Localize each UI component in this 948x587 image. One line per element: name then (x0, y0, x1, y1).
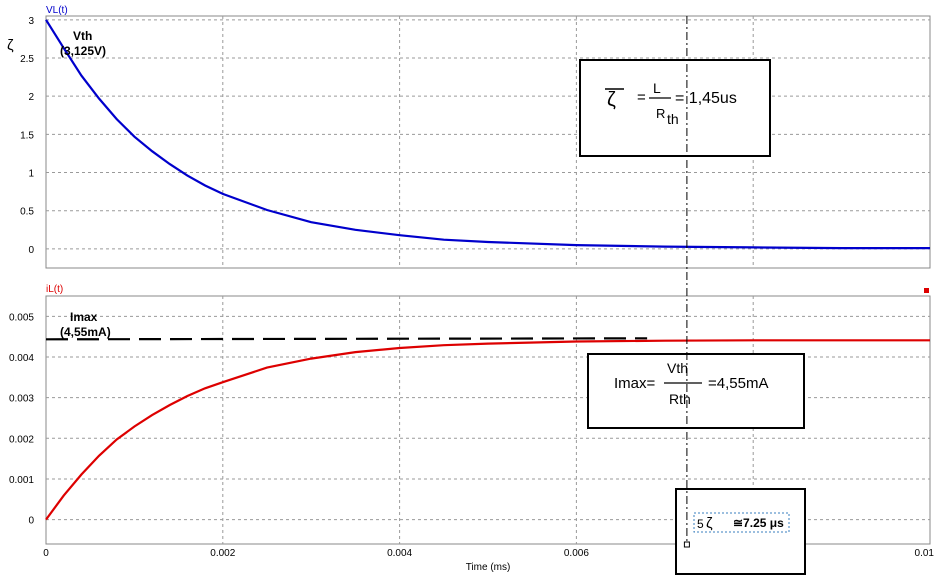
il-y-tick-label: 0.003 (9, 394, 34, 405)
x-tick-label: 0.006 (564, 548, 589, 559)
il-y-ticks: 0 0.001 0.002 0.003 0.004 0.005 (9, 312, 34, 526)
imax-formula-numerator: Vth (667, 360, 688, 376)
vl-series-line (45, 19, 930, 250)
five-tau-result: ≅7.25 μs (733, 516, 784, 530)
il-series-line (45, 339, 930, 521)
vl-y-tick-label: 2.5 (20, 54, 34, 65)
tau-denominator-sub: th (667, 111, 679, 127)
il-y-tick-label: 0.002 (9, 434, 34, 445)
vl-plot-area (45, 15, 931, 269)
vl-y-tick-label: 0.5 (20, 207, 34, 218)
vl-y-ticks: 0 0.5 1 1.5 2 2.5 3 (20, 16, 34, 256)
imax-formula-result: =4,55mA (708, 375, 768, 392)
x-tick-label: 0 (43, 548, 49, 559)
vl-y-tick-label: 0 (28, 245, 34, 256)
five-tau-number: 5 (697, 517, 704, 531)
x-tick-label: 0.002 (210, 548, 235, 559)
vl-y-tick-label: 1 (28, 169, 34, 180)
imax-value: (4,55mA) (60, 325, 111, 339)
il-y-tick-label: 0 (28, 516, 34, 527)
tau-equals: = (637, 89, 646, 106)
five-tau-symbol: ζ (706, 515, 713, 532)
il-y-tick-label: 0.001 (9, 475, 34, 486)
imax-formula-left: Imax= (614, 375, 656, 392)
tau-result: = 1,45us (675, 90, 737, 107)
five-tau-box: 5 ζ ≅7.25 μs (675, 488, 806, 575)
x-tick-label: 0.004 (387, 548, 412, 559)
il-y-tick-label: 0.005 (9, 312, 34, 323)
imax-reference-line (45, 337, 648, 341)
imax-formula-denominator: Rth (669, 391, 691, 407)
vl-y-tick-label: 3 (28, 16, 34, 27)
vl-corner-symbol: ζ (7, 37, 14, 54)
five-tau-label-frame (693, 512, 790, 533)
tau-formula-box: ζ = L R th = 1,45us (579, 59, 771, 157)
vl-panel: VL(t) ζ 0 0.5 1 1.5 2 2.5 3 Vth (3,125V) ζ = L… (7, 5, 931, 269)
imax-formula-box: Imax= Vth Rth =4,55mA (587, 353, 805, 429)
tau-symbol: ζ (607, 89, 616, 111)
vth-value: (3,125V) (60, 44, 106, 58)
vl-y-tick-label: 2 (28, 92, 34, 103)
x-axis-label: Time (ms) (466, 562, 511, 573)
vl-title: VL(t) (46, 5, 68, 16)
vth-label: Vth (73, 29, 92, 43)
il-marker-square (924, 288, 929, 293)
vl-y-tick-label: 1.5 (20, 130, 34, 141)
tau-denominator: R (656, 106, 665, 121)
imax-label: Imax (70, 310, 98, 324)
il-y-tick-label: 0.004 (9, 353, 34, 364)
x-tick-label: 0.01 (915, 548, 935, 559)
il-title: iL(t) (46, 284, 63, 295)
tau-numerator: L (653, 80, 661, 96)
time-cursor-handle[interactable] (683, 541, 690, 548)
